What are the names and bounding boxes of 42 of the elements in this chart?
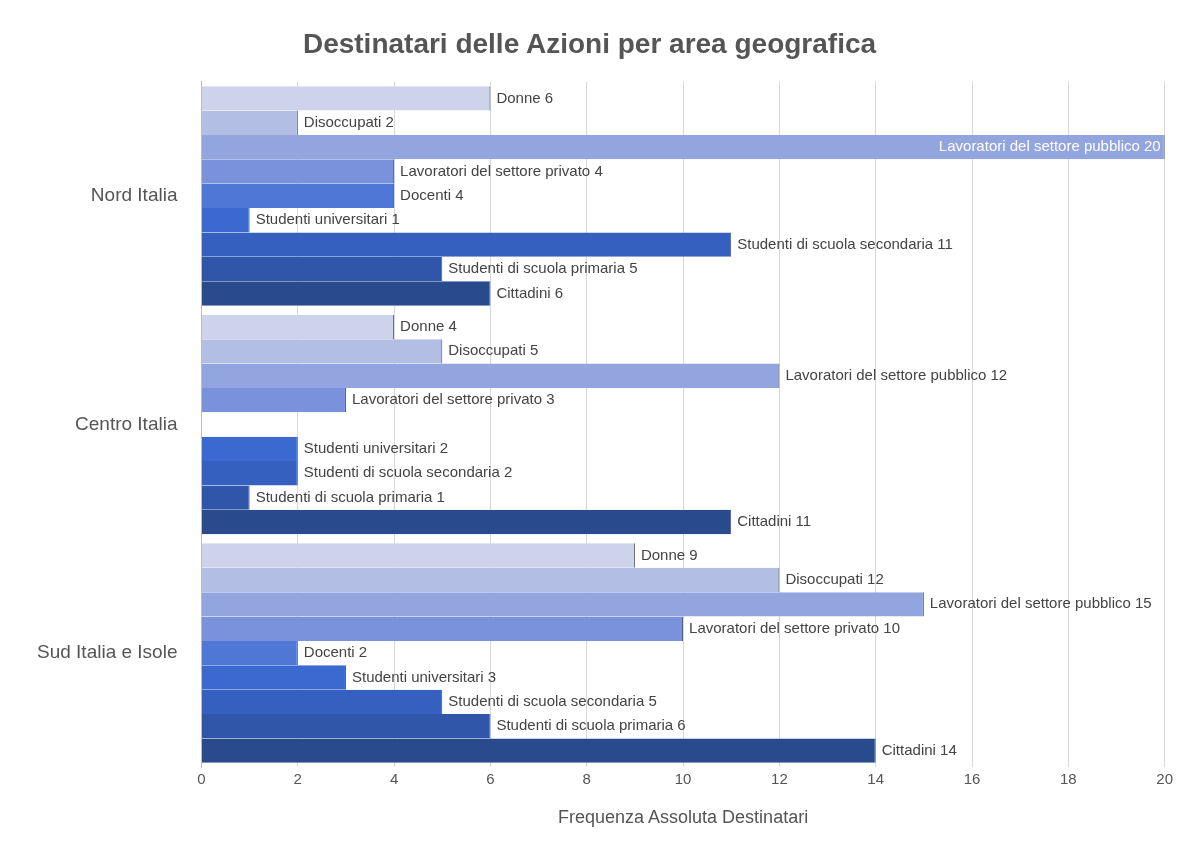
- x-axis-title: Frequenza Assoluta Destinatari: [558, 807, 809, 828]
- y-tick-label: Nord Italia: [90, 184, 178, 206]
- data-label: Docenti 2: [303, 643, 368, 661]
- x-tick-label: 8: [582, 769, 591, 787]
- x-tick-label: 4: [389, 769, 399, 787]
- data-label: Donne 9: [640, 545, 698, 563]
- data-label: Lavoratori del settore pubblico 12: [785, 365, 1008, 383]
- data-label: Studenti universitari 3: [351, 667, 497, 685]
- data-label: Studenti di scuola primaria 1: [255, 487, 445, 505]
- x-tick-label: 2: [293, 769, 302, 787]
- data-label: Lavoratori del settore privato 4: [400, 161, 603, 179]
- data-label: Disoccupati 5: [448, 341, 539, 359]
- data-label: Lavoratori del settore privato 3: [351, 390, 555, 408]
- data-label: Cittadini 11: [737, 512, 812, 530]
- data-label: Studenti di scuola primaria 6: [496, 716, 686, 734]
- data-label: Studenti universitari 1: [255, 210, 400, 228]
- data-label: Studenti di scuola primaria 5: [448, 259, 638, 277]
- y-tick-label: Sud Italia e Isole: [36, 641, 178, 663]
- data-label: Donne 6: [496, 88, 554, 106]
- data-label: Cittadini 6: [496, 283, 564, 301]
- data-label: Lavoratori del settore privato 10: [689, 618, 901, 636]
- data-label: Donne 4: [400, 317, 457, 335]
- data-label: Studenti di scuola secondaria 5: [448, 692, 657, 710]
- data-label: Lavoratori del settore pubblico 20: [938, 137, 1161, 155]
- x-tick-label: 14: [867, 769, 885, 787]
- x-tick-label: 18: [1060, 769, 1077, 787]
- x-tick-label: 12: [771, 769, 788, 787]
- chart-title: Destinatari delle Azioni per area geografica: [302, 27, 877, 59]
- data-label: Docenti 4: [400, 186, 464, 204]
- data-label: Cittadini 14: [881, 740, 957, 758]
- x-tick-label: 6: [486, 769, 495, 787]
- data-label: Disoccupati 2: [303, 112, 394, 130]
- x-tick-label: 20: [1156, 769, 1173, 787]
- x-tick-label: 16: [963, 769, 981, 787]
- data-label: Lavoratori del settore pubblico 15: [929, 594, 1152, 612]
- data-label: Studenti di scuola secondaria 2: [303, 463, 513, 481]
- data-label: Studenti universitari 2: [303, 439, 449, 457]
- x-tick-label: 10: [674, 769, 692, 787]
- x-tick-label: 0: [197, 769, 206, 787]
- data-label: Disoccupati 12: [785, 570, 884, 588]
- y-tick-label: Centro Italia: [75, 412, 178, 434]
- data-label: Studenti di scuola secondaria 11: [737, 234, 953, 252]
